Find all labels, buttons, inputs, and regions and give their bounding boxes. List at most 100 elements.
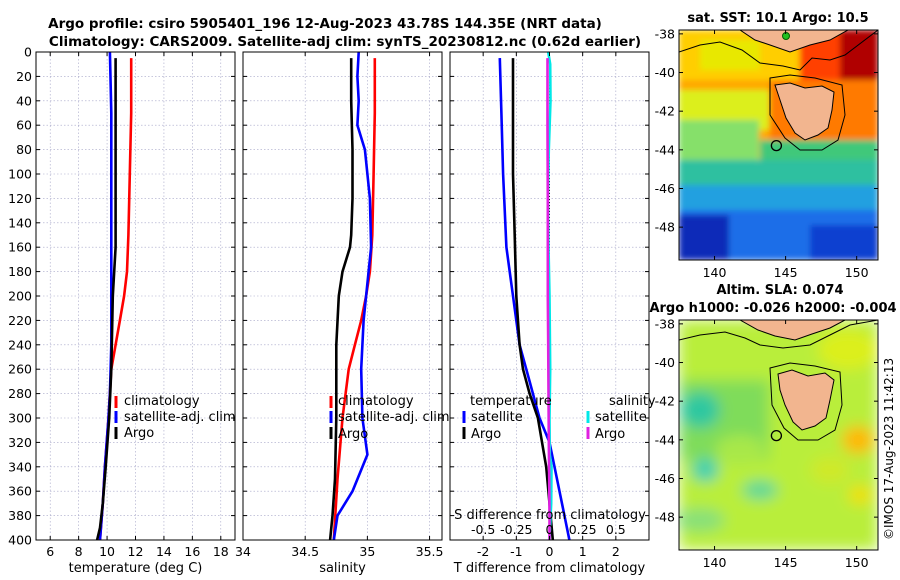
sla-argo-location-marker: [770, 429, 783, 442]
y-tick-label: 240: [8, 337, 32, 352]
sla-map-frame: [678, 319, 879, 551]
sla-shelf-contour: [769, 362, 843, 441]
sst-mainland: [739, 30, 850, 53]
sst-argo-location-marker: [770, 139, 783, 152]
x-axis-label: temperature (deg C): [69, 561, 203, 576]
sst-map-title: sat. SST: 10.1 Argo: 10.5: [687, 11, 868, 26]
sla-heatmap: [679, 320, 878, 550]
y-tick-label: 260: [8, 362, 32, 377]
map-y-tick-label: -40: [655, 65, 675, 80]
y-tick-label: 380: [8, 508, 32, 523]
x-tick-label: 12: [128, 544, 144, 559]
x-tick-label: -2: [477, 544, 489, 559]
sst-shelf-contour: [769, 74, 846, 151]
y-tick-label: 80: [16, 142, 32, 157]
y-tick-label: 20: [16, 69, 32, 84]
legend-satellite-label: satellite-adj. clim: [338, 410, 450, 425]
figure-title-line1: Argo profile: csiro 5905401_196 12-Aug-2…: [48, 16, 602, 32]
sla-tasmania: [777, 369, 835, 431]
legend-temp-argo-label: Argo: [471, 427, 501, 442]
x-tick-label: 10: [99, 544, 115, 559]
map-x-tick-label: 140: [703, 265, 727, 280]
legend-argo-label: Argo: [124, 426, 154, 441]
salinity-legend: climatology satellite-adj. clim Argo: [329, 394, 450, 442]
legend-sal-satellite-label: satellite: [595, 410, 647, 425]
y-tick-label: 40: [16, 93, 32, 108]
map-x-tick-label: 150: [845, 265, 869, 280]
sst-contour-200m: [679, 30, 878, 71]
x-tick-label: 35: [359, 544, 375, 559]
salinity-profile-panel: 34 34.5 35 35.5 salinity: [235, 51, 444, 576]
legend-climatology-label: climatology: [338, 394, 414, 409]
y-tick-label: 160: [8, 240, 32, 255]
x-tick-label: 18: [213, 544, 229, 559]
sst-tasmania: [774, 82, 835, 141]
map-x-tick-label: 150: [845, 555, 869, 570]
y-tick-label: 220: [8, 313, 32, 328]
map-y-tick-label: -44: [655, 432, 675, 447]
y-tick-label: 200: [8, 289, 32, 304]
temperature-legend: climatology satellite-adj. clim Argo: [114, 394, 236, 441]
x-tick-label: 2: [612, 544, 620, 559]
y-tick-label: 100: [8, 167, 32, 182]
x-tick-label: 34.5: [291, 544, 319, 559]
x-tick-label: 16: [184, 544, 200, 559]
x-axis-label: T difference from climatology: [453, 561, 646, 576]
map-y-tick-label: -38: [655, 26, 675, 41]
sla-map-title-line2: Argo h1000: -0.026 h2000: -0.004: [649, 301, 896, 316]
map-x-tick-label: 140: [703, 555, 727, 570]
legend-satellite-label: satellite-adj. clim: [124, 410, 236, 425]
y-tick-label: 140: [8, 215, 32, 230]
legend-salinity-title: salinity: [609, 394, 656, 409]
difference-legend: temperature satellite Argo salinity sate…: [462, 394, 656, 442]
y-tick-label: 340: [8, 459, 32, 474]
salinity-difference-axis: S difference from climatology -0.5 -0.25 0…: [454, 508, 646, 537]
map-y-tick-label: -42: [655, 394, 675, 409]
map-y-tick-label: -38: [655, 316, 675, 331]
salinity-difference-tick-label: -0.5: [471, 522, 495, 537]
sla-map-axes: 140 145 150 -38 -40 -42 -44 -46 -48: [655, 316, 878, 570]
x-tick-label: 6: [46, 544, 54, 559]
difference-profile-panel: -2 -1 0 1 2 T difference from climatology: [449, 51, 650, 576]
salinity-difference-tick-label: -0.25: [500, 522, 532, 537]
legend-climatology-label: climatology: [124, 394, 200, 409]
y-tick-label: 280: [8, 386, 32, 401]
map-y-tick-label: -46: [655, 471, 675, 486]
map-x-tick-label: 145: [774, 265, 798, 280]
sla-contour-200m: [679, 320, 878, 349]
sla-map-panel: Altim. SLA: 0.074 Argo h1000: -0.026 h20…: [649, 283, 896, 570]
x-tick-label: 1: [579, 544, 587, 559]
temperature-profile-panel: 0 20 40 60 80 100 120 140 160 180 200 220 240 260 280 3…: [8, 45, 236, 576]
series-line-argo: [95, 58, 117, 541]
salinity-difference-tick-label: 0.5: [606, 522, 626, 537]
legend-temperature-title: temperature: [470, 394, 552, 409]
map-x-tick-label: 145: [774, 555, 798, 570]
x-tick-label: 35.5: [416, 544, 444, 559]
series-line-salinity-argo: [546, 58, 551, 540]
legend-temp-satellite-label: satellite: [471, 410, 523, 425]
copyright-stamp: ©IMOS 17-Aug-2023 11:42:13: [882, 358, 896, 540]
salinity-difference-tick-label: 0.25: [569, 522, 597, 537]
sst-map-panel: sat. SST: 10.1 Argo: 10.5: [655, 11, 879, 280]
sla-mainland: [738, 320, 846, 341]
map-y-tick-label: -44: [655, 142, 675, 157]
salinity-difference-axis-title: S difference from climatology: [454, 508, 646, 523]
sla-map-title-line1: Altim. SLA: 0.074: [717, 283, 844, 298]
sst-map-axes: 140 145 150 -38 -40 -42 -44 -46 -48: [655, 26, 878, 280]
salinity-difference-tick-label: 0: [546, 522, 554, 537]
x-tick-label: 34: [235, 544, 251, 559]
y-tick-label: 320: [8, 435, 32, 450]
figure-title-line2: Climatology: CARS2009. Satellite-adj cli…: [49, 34, 641, 50]
sst-map-frame: [678, 29, 879, 261]
map-y-tick-label: -42: [655, 104, 675, 119]
map-y-tick-label: -48: [655, 510, 675, 525]
y-tick-label: 300: [8, 411, 32, 426]
series-line-salinity-satellite: [546, 51, 553, 541]
y-tick-label: 0: [24, 45, 32, 60]
series-line-temperature-satellite: [498, 58, 571, 541]
series-line-satellite-adj-clim: [332, 51, 373, 541]
series-line-temperature-argo: [511, 58, 555, 541]
series-line-climatology: [332, 58, 377, 541]
y-tick-label: 60: [16, 118, 32, 133]
